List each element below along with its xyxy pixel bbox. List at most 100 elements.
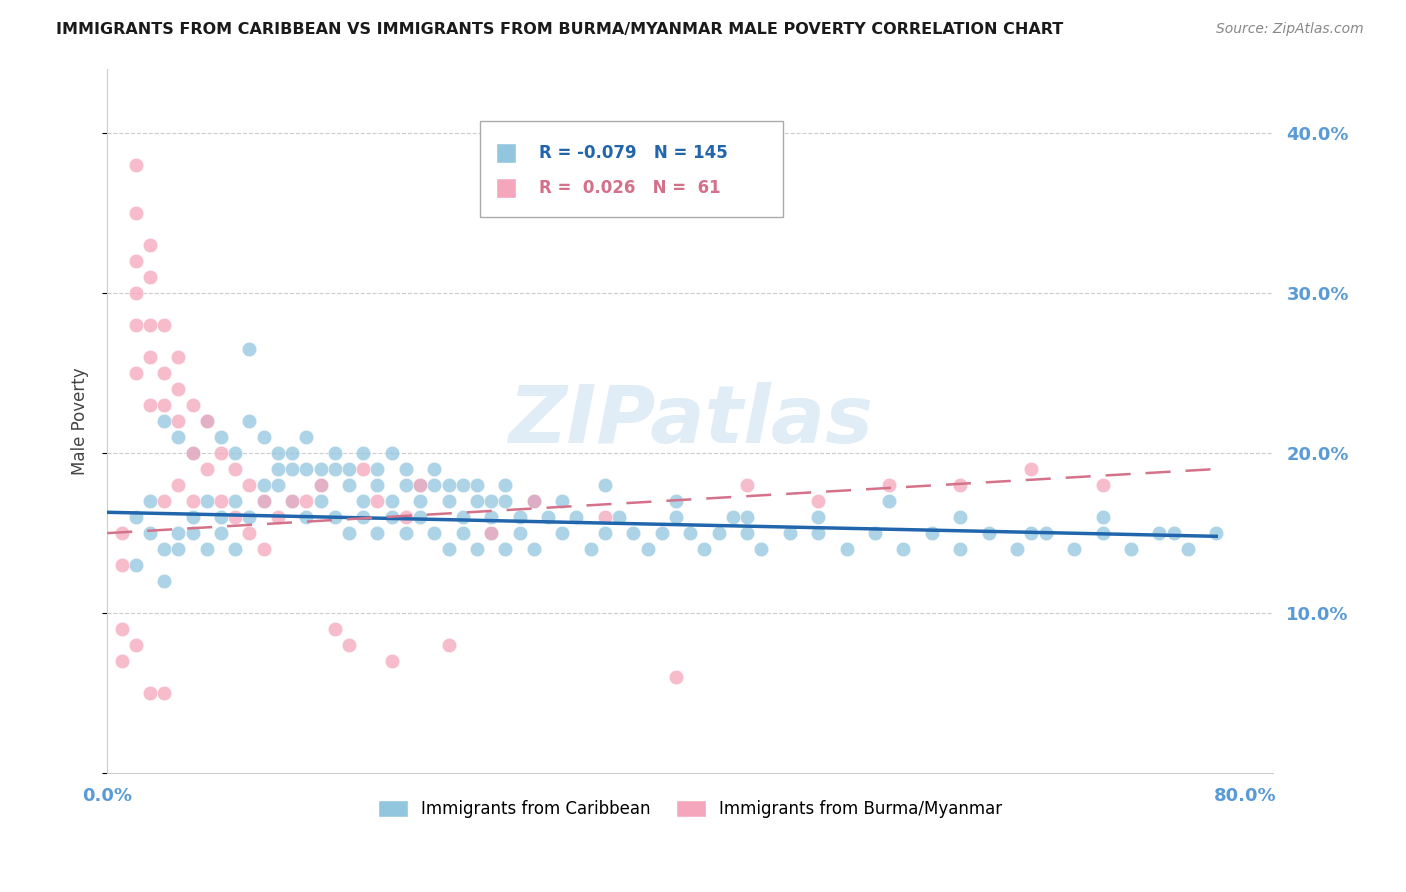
Point <box>409 510 432 524</box>
Point <box>451 526 474 541</box>
Point <box>181 446 204 460</box>
Point <box>637 542 659 557</box>
Point <box>253 478 276 492</box>
Point <box>949 542 972 557</box>
Point <box>110 526 132 541</box>
Point <box>381 446 404 460</box>
Point <box>593 526 616 541</box>
Point <box>423 526 446 541</box>
Point <box>337 478 360 492</box>
Point <box>551 494 574 508</box>
Point <box>309 478 332 492</box>
Point <box>665 510 688 524</box>
Point <box>181 510 204 524</box>
Point <box>537 510 560 524</box>
Point <box>366 494 388 508</box>
Point <box>479 526 502 541</box>
Point <box>323 446 346 460</box>
Point <box>309 494 332 508</box>
Point <box>409 478 432 492</box>
Point <box>125 510 148 524</box>
Point <box>139 494 162 508</box>
Point <box>693 542 716 557</box>
Point <box>167 526 190 541</box>
Point <box>238 414 260 428</box>
Point <box>323 462 346 476</box>
Point <box>253 430 276 444</box>
Text: R =  0.026   N =  61: R = 0.026 N = 61 <box>538 179 720 197</box>
Point <box>1021 526 1043 541</box>
Point <box>153 686 176 700</box>
Point <box>395 478 418 492</box>
Point <box>807 526 830 541</box>
Point <box>735 478 758 492</box>
Point <box>551 526 574 541</box>
Point <box>153 542 176 557</box>
Point <box>238 510 260 524</box>
Point <box>921 526 943 541</box>
Point <box>1177 542 1199 557</box>
Point <box>125 318 148 332</box>
Point <box>209 526 232 541</box>
Point <box>281 494 304 508</box>
Point <box>1091 526 1114 541</box>
Point <box>494 478 516 492</box>
Point <box>1205 526 1227 541</box>
Point <box>409 478 432 492</box>
Point <box>167 382 190 396</box>
Point <box>437 478 460 492</box>
Point <box>395 510 418 524</box>
Point <box>125 638 148 652</box>
Point <box>238 342 260 356</box>
Point <box>153 366 176 380</box>
Point <box>621 526 644 541</box>
Point <box>579 542 602 557</box>
Point <box>1119 542 1142 557</box>
Point <box>125 205 148 219</box>
Point <box>139 269 162 284</box>
Text: IMMIGRANTS FROM CARIBBEAN VS IMMIGRANTS FROM BURMA/MYANMAR MALE POVERTY CORRELAT: IMMIGRANTS FROM CARIBBEAN VS IMMIGRANTS … <box>56 22 1063 37</box>
Text: Source: ZipAtlas.com: Source: ZipAtlas.com <box>1216 22 1364 37</box>
Point <box>267 510 290 524</box>
Point <box>253 494 276 508</box>
Point <box>309 478 332 492</box>
Point <box>494 542 516 557</box>
Point <box>735 510 758 524</box>
Point <box>593 478 616 492</box>
Point <box>181 526 204 541</box>
Point <box>451 510 474 524</box>
Point <box>224 510 246 524</box>
Point <box>437 494 460 508</box>
Point <box>381 654 404 668</box>
Point <box>209 510 232 524</box>
Point <box>509 510 531 524</box>
Point <box>167 430 190 444</box>
Point <box>139 237 162 252</box>
Point <box>352 510 374 524</box>
Point <box>209 494 232 508</box>
Point <box>607 510 630 524</box>
Point <box>309 462 332 476</box>
Point <box>337 526 360 541</box>
Point <box>195 494 218 508</box>
Point <box>366 462 388 476</box>
Point <box>295 510 318 524</box>
Point <box>153 318 176 332</box>
Point <box>337 638 360 652</box>
Point <box>125 158 148 172</box>
Text: ZIPatlas: ZIPatlas <box>508 382 873 460</box>
Point <box>395 526 418 541</box>
Point <box>224 462 246 476</box>
Point <box>267 446 290 460</box>
Point <box>110 654 132 668</box>
Point <box>238 478 260 492</box>
Point <box>721 510 744 524</box>
Point <box>665 670 688 684</box>
Point <box>523 494 546 508</box>
Point <box>1063 542 1085 557</box>
Point <box>807 494 830 508</box>
Point <box>366 526 388 541</box>
Point <box>423 478 446 492</box>
Point <box>409 494 432 508</box>
Point <box>451 478 474 492</box>
